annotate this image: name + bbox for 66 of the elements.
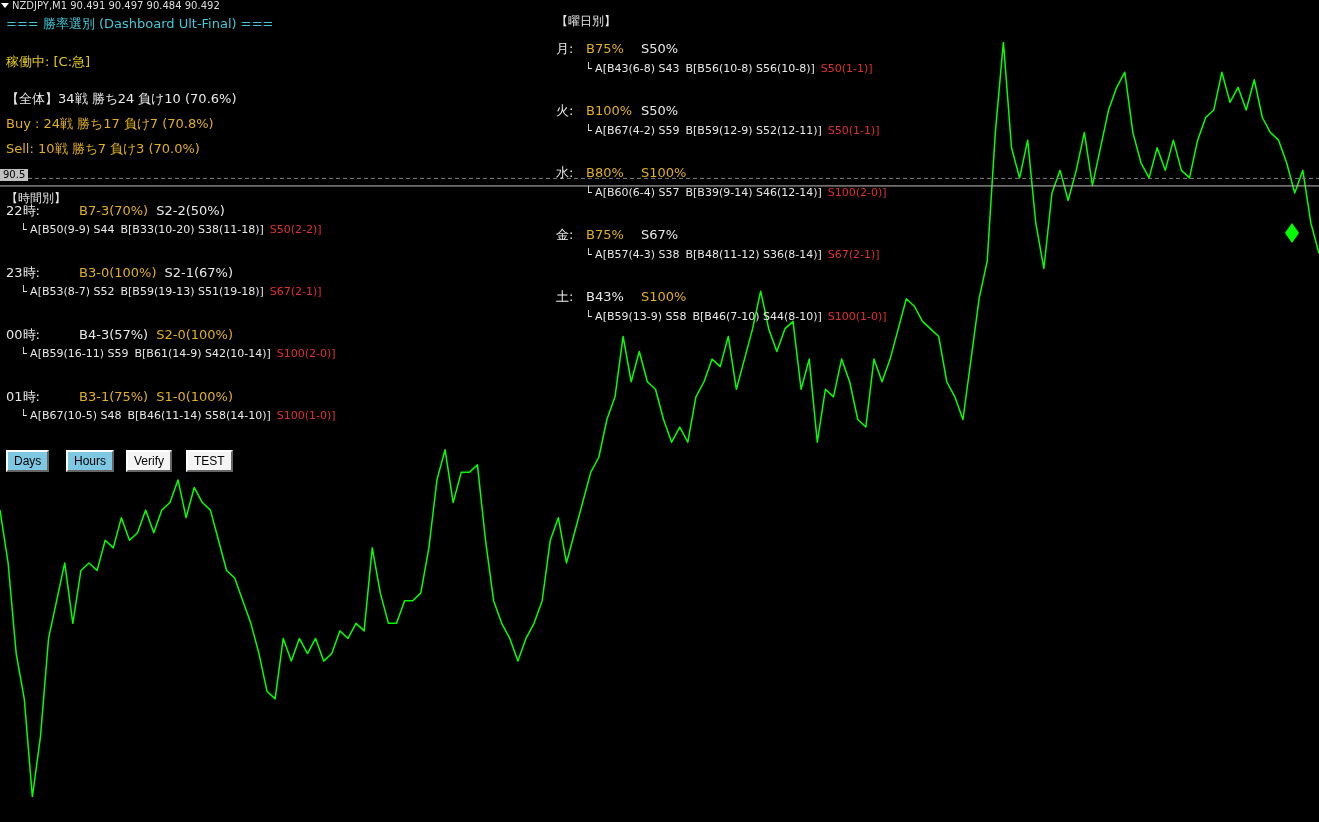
annotation: └ A[B59(13-9) S58 — [585, 310, 687, 323]
annotation: 90.5 — [0, 169, 29, 181]
annotation: 稼働中: [C:急] — [6, 53, 91, 71]
annotation: B75% — [586, 227, 625, 242]
annotation: S50(2-2)] — [269, 223, 322, 236]
text: 【曜日別】 — [556, 13, 616, 30]
annotation: S100(1-0)] — [276, 409, 336, 422]
annotation: B4-3(57%) — [79, 327, 149, 342]
annotation: S67% — [641, 227, 679, 242]
annotation: S50% — [641, 103, 679, 118]
annotation: └ A[B57(4-3) S38 — [585, 248, 680, 261]
annotation: S100% — [641, 289, 687, 304]
annotation: B[B59(12-9) S52(12-11)] — [685, 124, 822, 137]
annotation: └ A[B60(6-4) S57 — [585, 186, 680, 199]
annotation: 金: — [556, 226, 575, 244]
annotation: Sell: 10戦 勝ち7 負け3 (70.0%) — [6, 140, 200, 158]
annotation: └ A[B50(9-9) S44 — [20, 223, 115, 236]
annotation: Verify — [126, 450, 173, 472]
annotation: └ A[B59(16-11) S59 — [20, 347, 129, 360]
annotation: Hours — [66, 450, 115, 472]
annotation: S67(2-1)] — [827, 248, 880, 261]
annotation: B[B59(19-13) S51(19-18)] — [120, 285, 264, 298]
annotation: S2-0(100%) — [156, 327, 233, 342]
annotation: B[B48(11-12) S36(8-14)] — [685, 248, 822, 261]
annotation: S100(2-0)] — [827, 186, 887, 199]
annotation: 【全体】34戦 勝ち24 負け10 (70.6%) — [6, 90, 237, 108]
annotation: B3-0(100%) — [79, 265, 157, 280]
annotation: S100% — [641, 165, 687, 180]
annotation: B[B46(11-14) S58(14-10)] — [127, 409, 271, 422]
annotation: S2-1(67%) — [164, 265, 233, 280]
annotation: B7-3(70%) — [79, 203, 149, 218]
annotation: B43% — [586, 289, 625, 304]
annotation: S100(2-0)] — [276, 347, 336, 360]
text: === 勝率選別 (Dashboard Ult-Final) === — [6, 15, 274, 33]
annotation: 月: — [556, 40, 575, 58]
annotation: └ A[B67(10-5) S48 — [20, 409, 122, 422]
annotation: └ A[B53(8-7) S52 — [20, 285, 115, 298]
annotation: 23時: — [6, 264, 41, 282]
annotation: 22時: — [6, 203, 40, 220]
annotation: TEST — [186, 450, 233, 472]
annotation: B75% — [586, 41, 625, 56]
text: NZDJPY,M1 90.491 90.497 90.484 90.492 — [12, 0, 220, 11]
annotation: B[B56(10-8) S56(10-8)] — [685, 62, 815, 75]
annotation: S2-2(50%) — [156, 203, 225, 218]
annotation: Buy : 24戦 勝ち17 負け7 (70.8%) — [6, 115, 214, 133]
annotation: 土: — [556, 288, 575, 306]
annotation: └ A[B67(4-2) S59 — [585, 124, 680, 137]
annotation: Days — [6, 450, 50, 472]
annotation: S50(1-1)] — [820, 62, 873, 75]
annotation: B3-1(75%) — [79, 389, 149, 404]
annotation: └ A[B43(6-8) S43 — [585, 62, 680, 75]
annotation: B[B39(9-14) S46(12-14)] — [685, 186, 822, 199]
annotation: B[B61(14-9) S42(10-14)] — [134, 347, 271, 360]
annotation: S50% — [641, 41, 679, 56]
annotation: 水: — [556, 164, 575, 182]
annotation: 【時間別】 — [6, 190, 66, 205]
annotation: S100(1-0)] — [827, 310, 887, 323]
annotation: S50(1-1)] — [827, 124, 880, 137]
annotation: 火: — [556, 102, 575, 120]
annotation: 00時: — [6, 326, 41, 344]
annotation: B[B33(10-20) S38(11-18)] — [120, 223, 264, 236]
annotation: S67(2-1)] — [269, 285, 322, 298]
annotation: B80% — [586, 165, 625, 180]
annotation: B100% — [586, 103, 634, 118]
annotation: S1-0(100%) — [156, 389, 233, 404]
annotation: 01時: — [6, 388, 41, 406]
